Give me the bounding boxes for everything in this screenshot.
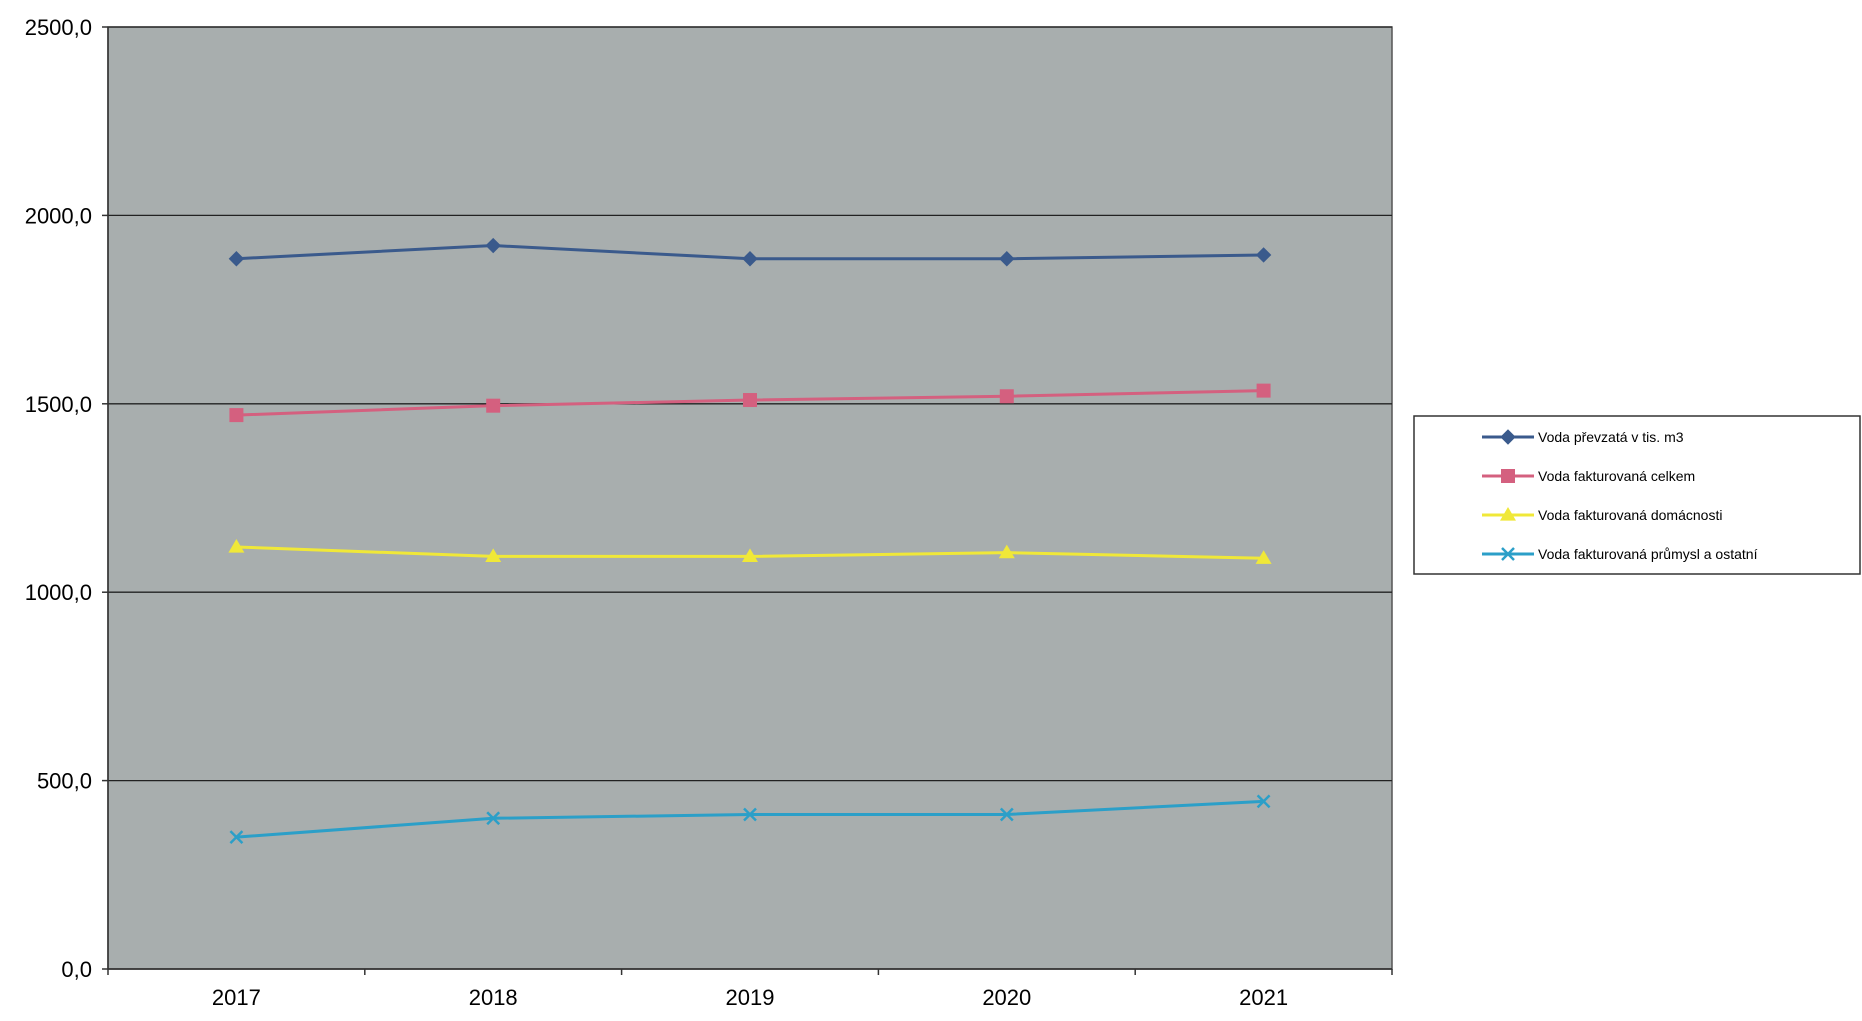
marker-stroke [229, 830, 244, 845]
x-tick-label: 2018 [469, 985, 518, 1010]
y-tick-label: 1000,0 [25, 580, 92, 605]
data-point [485, 237, 501, 254]
x-tick-label: 2020 [982, 985, 1031, 1010]
legend-marker [1501, 547, 1515, 561]
data-point [228, 538, 245, 553]
data-point [742, 251, 758, 267]
data-point [743, 393, 757, 408]
marker-stroke [1501, 547, 1515, 561]
x-tick-label: 2021 [1239, 985, 1288, 1010]
x-tick-label: 2017 [212, 985, 261, 1010]
legend-item-4: Voda fakturovaná průmysl a ostatní [1482, 546, 1758, 562]
data-point [229, 408, 244, 423]
data-point [1255, 550, 1272, 564]
legend-marker [1501, 469, 1515, 483]
legend-label: Voda fakturovaná celkem [1538, 468, 1695, 484]
legend: Voda převzatá v tis. m3 Voda fakturovaná … [1413, 415, 1861, 575]
data-point [742, 548, 758, 563]
data-point [999, 807, 1014, 822]
marker-stroke [486, 811, 501, 826]
legend-item-3: Voda fakturovaná domácnosti [1482, 507, 1722, 523]
marker-stroke [1256, 794, 1271, 809]
legend-marker [1500, 507, 1516, 521]
legend-label: Voda fakturovaná domácnosti [1538, 507, 1722, 523]
series-4 [229, 794, 1271, 845]
data-point [999, 251, 1015, 267]
legend-item-2: Voda fakturovaná celkem [1482, 468, 1695, 484]
y-tick-label: 500,0 [37, 769, 92, 794]
legend-label: Voda převzatá v tis. m3 [1538, 429, 1684, 445]
data-point [1256, 794, 1271, 809]
marker-stroke [999, 807, 1014, 822]
legend-item-1: Voda převzatá v tis. m3 [1482, 429, 1684, 445]
y-tick-label: 0,0 [61, 957, 92, 982]
legend-marker [1500, 429, 1516, 445]
series-1 [228, 237, 1272, 267]
data-point [228, 251, 245, 267]
axes: 0,0 500,0 1000,0 1500,0 2000,0 2500,0 2017 2018… [25, 15, 1393, 1010]
marker-stroke [743, 807, 757, 822]
data-point [229, 830, 244, 845]
legend-box [1413, 415, 1861, 575]
series-lines [228, 237, 1272, 845]
x-tick-label: 2019 [726, 985, 775, 1010]
data-point [998, 544, 1015, 559]
series-2 [229, 383, 1271, 423]
data-point [743, 807, 757, 822]
data-point [486, 811, 501, 826]
y-tick-label: 1500,0 [25, 392, 92, 417]
data-point [1255, 247, 1272, 263]
data-point [999, 389, 1014, 404]
data-point [485, 548, 502, 563]
plot-area [107, 26, 1393, 970]
y-tick-label: 2500,0 [25, 15, 92, 40]
series-3 [228, 538, 1272, 564]
data-point [1256, 383, 1271, 398]
legend-label: Voda fakturovaná průmysl a ostatní [1538, 546, 1758, 562]
data-point [486, 398, 501, 413]
y-tick-label: 2000,0 [25, 203, 92, 228]
